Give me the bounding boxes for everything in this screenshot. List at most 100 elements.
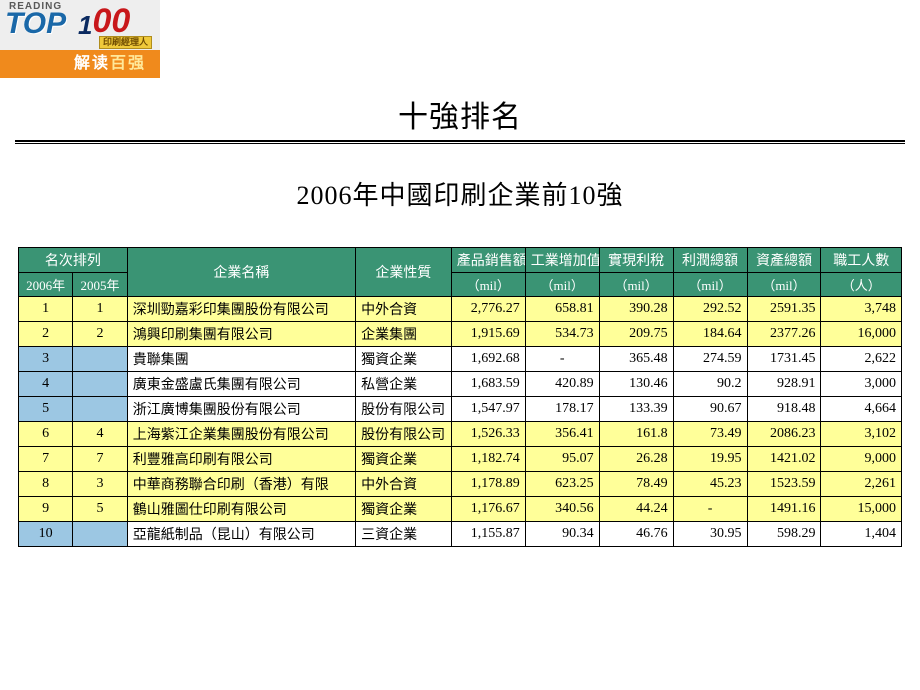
table-row: 5浙江廣博集團股份有限公司股份有限公司1,547.97178.17133.399… (19, 397, 902, 422)
cell-metric: 390.28 (599, 297, 673, 322)
ranking-table-wrap: 名次排列 企業名稱 企業性質 產品銷售額收入 工業增加值 實現利稅 利潤總額 資… (18, 247, 902, 547)
cell-metric: 1,692.68 (451, 347, 525, 372)
cell-rank-2005 (73, 347, 127, 372)
cell-metric: - (673, 497, 747, 522)
cell-enterprise-type: 三資企業 (356, 522, 452, 547)
table-row: 77利豐雅高印刷有限公司獨資企業1,182.7495.0726.2819.951… (19, 447, 902, 472)
cell-rank-2006: 3 (19, 347, 73, 372)
ranking-table: 名次排列 企業名稱 企業性質 產品銷售額收入 工業增加值 實現利稅 利潤總額 資… (18, 247, 902, 547)
cell-metric: 90.67 (673, 397, 747, 422)
cell-metric: 2,261 (821, 472, 902, 497)
cell-metric: 365.48 (599, 347, 673, 372)
cell-rank-2006: 10 (19, 522, 73, 547)
cell-metric: 1,182.74 (451, 447, 525, 472)
logo-bottom-bar: 解读百强 (0, 50, 160, 78)
cell-metric: 1,155.87 (451, 522, 525, 547)
cell-enterprise-type: 獨資企業 (356, 497, 452, 522)
cell-metric: 46.76 (599, 522, 673, 547)
cell-rank-2006: 8 (19, 472, 73, 497)
cell-metric: 1,178.89 (451, 472, 525, 497)
cell-metric: 1,404 (821, 522, 902, 547)
cell-enterprise-type: 股份有限公司 (356, 397, 452, 422)
cell-metric: 161.8 (599, 422, 673, 447)
cell-metric: 1,683.59 (451, 372, 525, 397)
header-row-1: 名次排列 企業名稱 企業性質 產品銷售額收入 工業增加值 實現利稅 利潤總額 資… (19, 248, 902, 273)
cell-metric: 73.49 (673, 422, 747, 447)
cell-metric: 78.49 (599, 472, 673, 497)
cell-rank-2005: 7 (73, 447, 127, 472)
cell-metric: 1,915.69 (451, 322, 525, 347)
logo-bottom-suffix: 百强 (110, 55, 146, 72)
cell-metric: 90.34 (525, 522, 599, 547)
cell-metric: 2,622 (821, 347, 902, 372)
col-metric-2: 實現利稅 (599, 248, 673, 273)
logo-100: 100 (78, 4, 130, 38)
col-metric-3: 利潤總額 (673, 248, 747, 273)
cell-rank-2006: 6 (19, 422, 73, 447)
cell-metric: 4,664 (821, 397, 902, 422)
cell-metric: 15,000 (821, 497, 902, 522)
cell-rank-2006: 5 (19, 397, 73, 422)
col-metric-4: 資產總額 (747, 248, 821, 273)
table-row: 22鴻興印刷集團有限公司企業集團1,915.69534.73209.75184.… (19, 322, 902, 347)
col-unit-0: （mil） (451, 273, 525, 297)
cell-rank-2006: 1 (19, 297, 73, 322)
cell-metric: 534.73 (525, 322, 599, 347)
cell-enterprise-type: 獨資企業 (356, 347, 452, 372)
cell-rank-2005: 2 (73, 322, 127, 347)
logo-small-cn: 印刷經理人 (99, 36, 152, 49)
cell-metric: 16,000 (821, 322, 902, 347)
col-rank-group: 名次排列 (19, 248, 128, 273)
cell-rank-2005 (73, 397, 127, 422)
cell-enterprise-type: 股份有限公司 (356, 422, 452, 447)
cell-metric: 420.89 (525, 372, 599, 397)
cell-metric: 1491.16 (747, 497, 821, 522)
title-block: 十強排名 (0, 92, 920, 144)
col-unit-1: （mil） (525, 273, 599, 297)
cell-company: 浙江廣博集團股份有限公司 (127, 397, 355, 422)
cell-metric: 340.56 (525, 497, 599, 522)
table-row: 4廣東金盛盧氏集團有限公司私營企業1,683.59420.89130.4690.… (19, 372, 902, 397)
cell-company: 鶴山雅圖仕印刷有限公司 (127, 497, 355, 522)
cell-metric: 130.46 (599, 372, 673, 397)
cell-metric: 623.25 (525, 472, 599, 497)
cell-company: 中華商務聯合印刷（香港）有限 (127, 472, 355, 497)
cell-enterprise-type: 企業集團 (356, 322, 452, 347)
col-unit-3: （mil） (673, 273, 747, 297)
cell-metric: 3,102 (821, 422, 902, 447)
cell-metric: 356.41 (525, 422, 599, 447)
cell-metric: 1,526.33 (451, 422, 525, 447)
cell-enterprise-type: 中外合資 (356, 297, 452, 322)
cell-metric: 928.91 (747, 372, 821, 397)
cell-metric: 133.39 (599, 397, 673, 422)
cell-metric: - (525, 347, 599, 372)
cell-rank-2006: 9 (19, 497, 73, 522)
table-body: 11深圳勁嘉彩印集團股份有限公司中外合資2,776.27658.81390.28… (19, 297, 902, 547)
table-row: 10亞龍紙制品（昆山）有限公司三資企業1,155.8790.3446.7630.… (19, 522, 902, 547)
cell-company: 亞龍紙制品（昆山）有限公司 (127, 522, 355, 547)
cell-enterprise-type: 獨資企業 (356, 447, 452, 472)
cell-metric: 598.29 (747, 522, 821, 547)
cell-metric: 292.52 (673, 297, 747, 322)
cell-rank-2005: 1 (73, 297, 127, 322)
cell-company: 鴻興印刷集團有限公司 (127, 322, 355, 347)
cell-metric: 209.75 (599, 322, 673, 347)
cell-metric: 90.2 (673, 372, 747, 397)
col-metric-5: 職工人數 (821, 248, 902, 273)
cell-company: 廣東金盛盧氏集團有限公司 (127, 372, 355, 397)
logo-block: READING TOP 100 印刷經理人 解读百强 (0, 0, 180, 88)
cell-enterprise-type: 中外合資 (356, 472, 452, 497)
col-rank-2005: 2005年 (73, 273, 127, 297)
title-rule-thin (15, 143, 905, 144)
cell-metric: 3,000 (821, 372, 902, 397)
page-subtitle: 2006年中國印刷企業前10強 (0, 175, 920, 212)
cell-metric: 9,000 (821, 447, 902, 472)
cell-rank-2006: 2 (19, 322, 73, 347)
cell-company: 上海紫江企業集團股份有限公司 (127, 422, 355, 447)
cell-rank-2005: 3 (73, 472, 127, 497)
col-unit-2: （mil） (599, 273, 673, 297)
cell-metric: 274.59 (673, 347, 747, 372)
cell-metric: 44.24 (599, 497, 673, 522)
cell-enterprise-type: 私營企業 (356, 372, 452, 397)
logo-top: READING TOP 100 印刷經理人 (0, 0, 160, 50)
